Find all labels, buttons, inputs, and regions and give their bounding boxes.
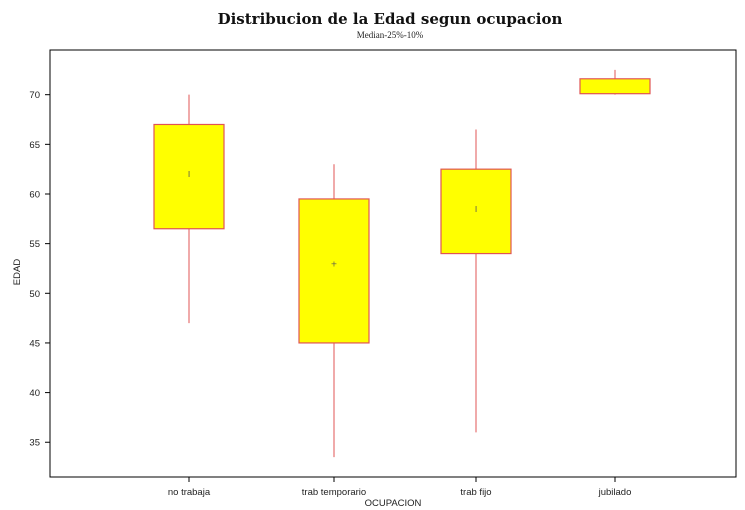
- chart-title: Distribucion de la Edad segun ocupacion: [218, 10, 563, 28]
- y-axis: 35 40 45 50 55 60 65 70: [29, 90, 50, 449]
- box: [440, 168, 512, 255]
- y-tick-label: 55: [29, 239, 40, 250]
- median-marker: I: [188, 170, 190, 179]
- y-tick-label: 65: [29, 140, 40, 151]
- box: [298, 198, 370, 344]
- y-tick-label: 60: [29, 189, 40, 200]
- median-marker: +: [331, 260, 338, 269]
- plot-frame: [49, 49, 737, 478]
- x-tick-label: trab fijo: [460, 487, 491, 498]
- x-tick-label: jubilado: [598, 487, 632, 498]
- chart-subtitle: Median-25%-10%: [357, 30, 424, 40]
- y-axis-label: EDAD: [12, 259, 23, 286]
- y-tick-label: 70: [29, 90, 40, 101]
- y-tick-label: 35: [29, 438, 40, 449]
- y-tick-label: 50: [29, 289, 40, 300]
- median-marker: I: [475, 205, 477, 214]
- box: [153, 123, 225, 230]
- x-tick-label: trab temporario: [302, 487, 366, 498]
- x-axis: no trabaja trab temporario trab fijo jubila…: [168, 477, 632, 498]
- box: [579, 78, 651, 95]
- y-tick-label: 45: [29, 338, 40, 349]
- x-tick-label: no trabaja: [168, 487, 211, 498]
- box-series: I + I: [153, 69, 651, 458]
- x-axis-label: OCUPACION: [365, 498, 422, 509]
- y-tick-label: 40: [29, 388, 40, 399]
